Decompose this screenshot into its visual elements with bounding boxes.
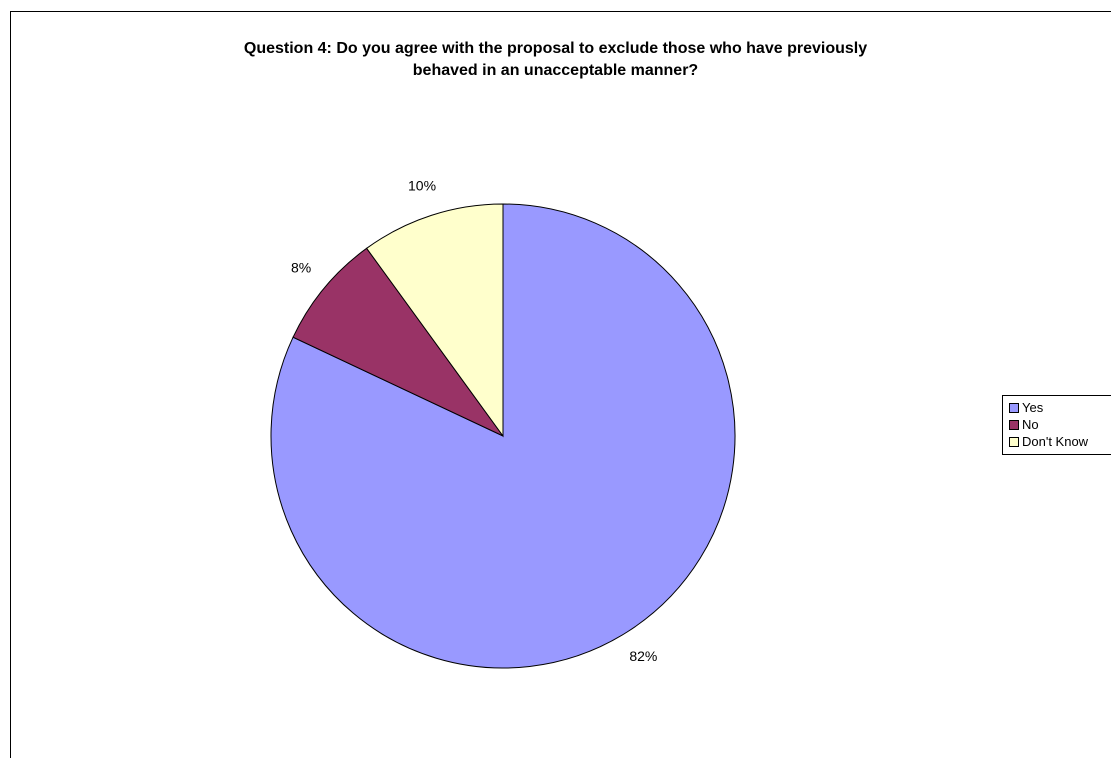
- legend-swatch-yes: [1009, 403, 1019, 413]
- legend-item-yes: Yes: [1009, 399, 1111, 416]
- legend-swatch-no: [1009, 420, 1019, 430]
- data-label-yes: 82%: [629, 648, 657, 664]
- legend-label-yes: Yes: [1022, 400, 1043, 415]
- legend-label-dont-know: Don't Know: [1022, 434, 1088, 449]
- data-label-no: 8%: [291, 260, 311, 276]
- legend-label-no: No: [1022, 417, 1039, 432]
- legend-item-dont-know: Don't Know: [1009, 433, 1111, 450]
- legend-swatch-dont-know: [1009, 437, 1019, 447]
- legend-item-no: No: [1009, 416, 1111, 433]
- data-label-dont-know: 10%: [408, 178, 436, 194]
- legend: Yes No Don't Know: [1002, 395, 1111, 455]
